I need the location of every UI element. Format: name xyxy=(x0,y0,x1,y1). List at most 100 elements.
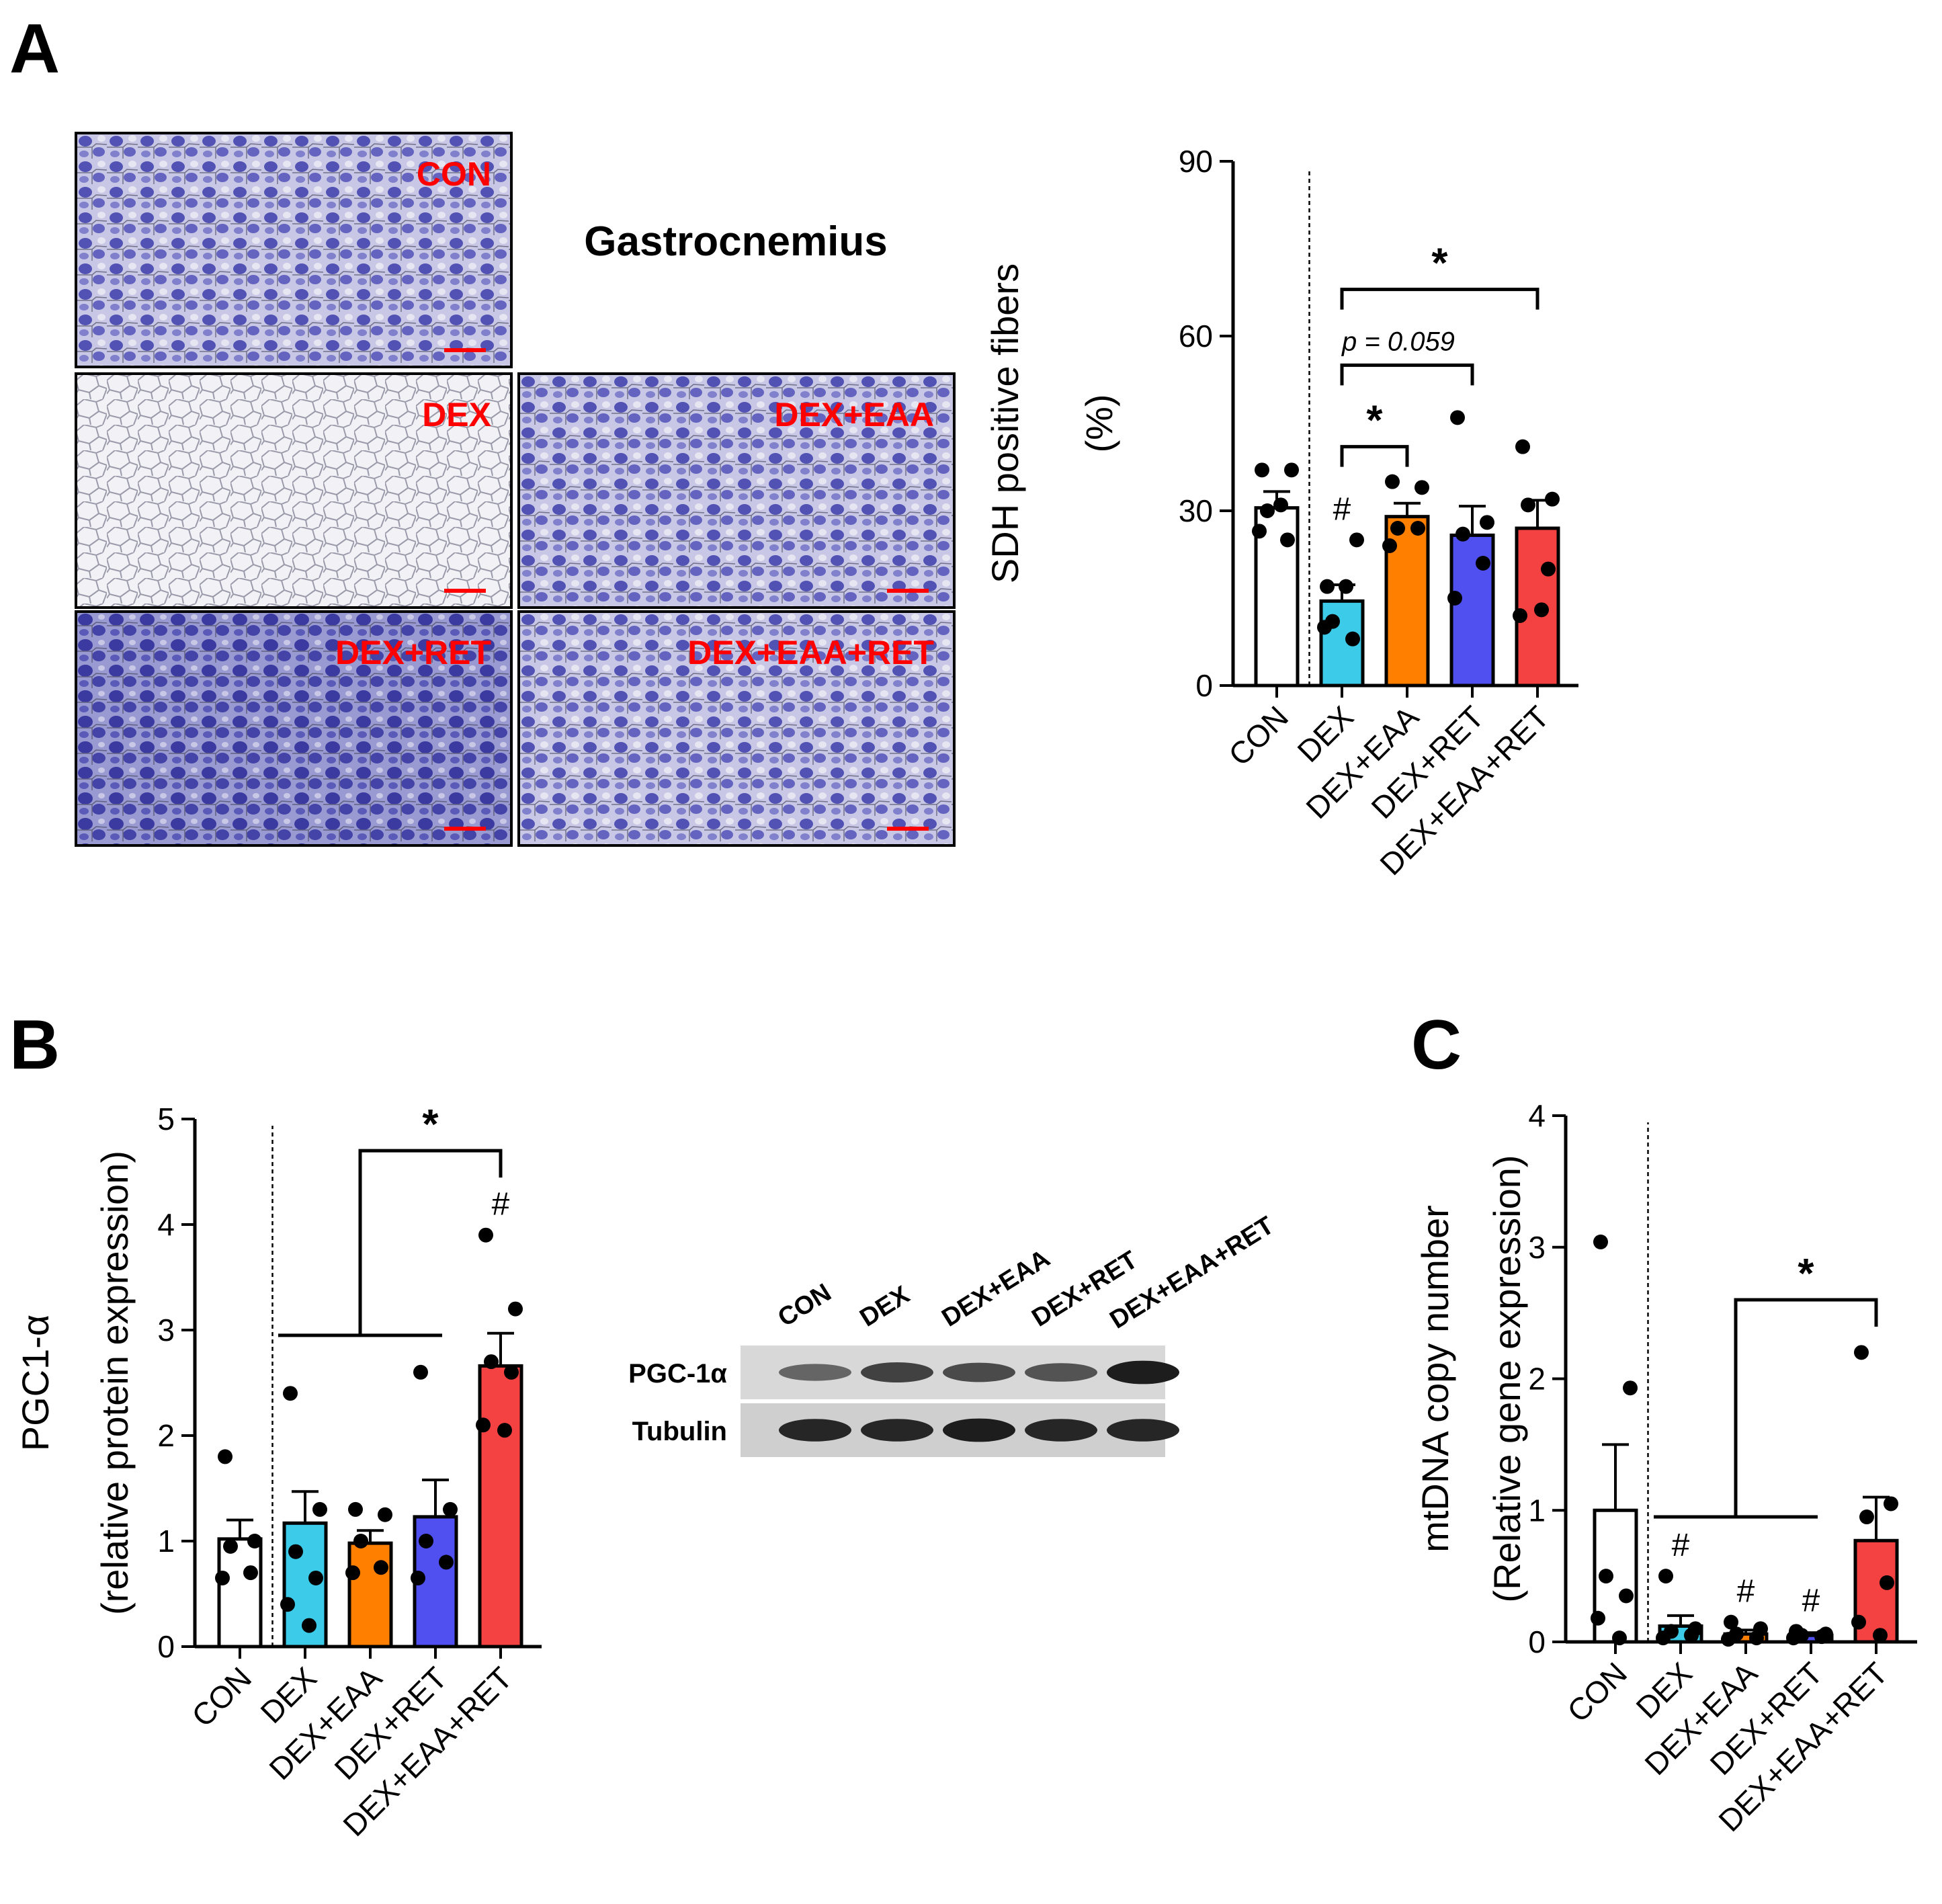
micrograph-title: Gastrocnemius xyxy=(584,218,887,265)
y-tick-label: 1 xyxy=(157,1524,175,1559)
data-point xyxy=(1447,591,1462,606)
data-point xyxy=(1382,538,1397,553)
y-axis-title: SDH positive fibers xyxy=(984,263,1026,583)
data-point xyxy=(439,1555,454,1570)
data-point xyxy=(497,1423,512,1438)
y-axis-title: mtDNA copy number xyxy=(1414,1205,1456,1553)
y-axis-title: (%) xyxy=(1078,394,1120,452)
y-tick-label: 0 xyxy=(157,1629,175,1664)
data-point xyxy=(308,1570,323,1585)
data-point xyxy=(1390,521,1405,536)
data-point xyxy=(1851,1614,1866,1630)
panel-letter-c: C xyxy=(1411,1006,1462,1084)
significance-label: p = 0.059 xyxy=(1341,327,1455,356)
y-tick-label: 30 xyxy=(1179,493,1213,528)
micrograph-label: DEX xyxy=(422,396,491,433)
micrograph-image xyxy=(75,132,513,368)
data-point xyxy=(1541,561,1556,577)
data-point xyxy=(1873,1628,1888,1643)
western-blot: CON DEX DEX+EAA DEX+RET DEX+EAA+RET PGC-… xyxy=(628,1211,1279,1457)
x-category-label: CON xyxy=(1222,699,1295,772)
chart-c: 0 1 2 3 4 mtDNA copy number (Relative gene exp… xyxy=(1414,1098,1917,1838)
x-category-label: CON xyxy=(185,1660,258,1733)
micrograph-dex-eaa: DEX+EAA xyxy=(517,372,956,609)
y-tick-label: 1 xyxy=(1528,1493,1546,1528)
data-point xyxy=(1284,462,1299,478)
data-point xyxy=(1450,410,1465,425)
data-point xyxy=(476,1417,491,1433)
y-tick-label: 3 xyxy=(157,1313,175,1348)
data-point xyxy=(508,1301,523,1317)
significance-label: * xyxy=(1798,1251,1814,1297)
y-tick-label: 4 xyxy=(1528,1098,1546,1133)
data-point xyxy=(312,1501,327,1517)
data-point xyxy=(1480,515,1494,530)
significance-label: * xyxy=(1431,241,1448,287)
hash-marker: # xyxy=(1737,1574,1755,1610)
data-point xyxy=(443,1501,458,1517)
significance-bracket xyxy=(1340,288,1539,310)
blot-row-label: PGC-1α xyxy=(628,1359,727,1389)
y-tick-label: 2 xyxy=(157,1418,175,1453)
data-point xyxy=(345,1565,360,1581)
y-tick-label: 3 xyxy=(1528,1230,1546,1265)
micrograph-image xyxy=(75,610,513,847)
data-point xyxy=(1317,620,1332,635)
blot-band xyxy=(943,1362,1015,1382)
data-point xyxy=(1854,1345,1869,1360)
group-bracket-arm xyxy=(358,1149,503,1335)
scale-bar xyxy=(444,827,486,831)
blot-band xyxy=(861,1362,933,1382)
bar xyxy=(347,1541,393,1649)
data-point xyxy=(353,1534,368,1548)
scale-bar xyxy=(444,589,486,593)
chart-b: 0 1 2 3 4 5 PGC1-α (relative protein expression… xyxy=(14,1102,542,1843)
data-point xyxy=(374,1560,388,1575)
micrograph-dex-eaa-ret: DEX+EAA+RET xyxy=(517,610,956,847)
hash-marker: # xyxy=(1672,1528,1690,1563)
data-point xyxy=(1593,1234,1608,1249)
data-point xyxy=(1684,1628,1699,1643)
data-point xyxy=(1534,602,1549,618)
data-point xyxy=(1255,462,1269,478)
data-point xyxy=(218,1449,233,1464)
data-point xyxy=(1455,526,1470,542)
data-point xyxy=(1339,579,1353,594)
micrograph-label: DEX+RET xyxy=(335,634,491,671)
micrograph-image xyxy=(517,372,956,609)
data-point xyxy=(348,1501,363,1517)
panel-letter-a: A xyxy=(9,10,60,88)
data-point xyxy=(419,1534,433,1548)
hash-marker: # xyxy=(1333,491,1351,527)
data-point xyxy=(1252,524,1267,539)
micrograph-dex-ret: DEX+RET xyxy=(75,610,513,847)
scale-bar xyxy=(444,348,486,352)
significance-bracket xyxy=(1340,363,1474,386)
data-point xyxy=(280,1597,295,1612)
blot-lane-label: CON xyxy=(773,1278,837,1332)
data-point xyxy=(302,1618,316,1633)
significance-label: * xyxy=(1366,398,1383,444)
blot-band xyxy=(779,1419,851,1442)
blot-band xyxy=(779,1364,851,1381)
data-point xyxy=(223,1538,238,1554)
y-tick-label: 0 xyxy=(1195,668,1213,703)
data-point xyxy=(484,1354,499,1370)
bar xyxy=(478,1364,523,1649)
bar xyxy=(1319,599,1365,688)
blot-band xyxy=(943,1418,1015,1442)
data-point xyxy=(1513,608,1527,623)
data-point xyxy=(1320,579,1335,594)
hash-marker: # xyxy=(1802,1583,1820,1618)
data-point xyxy=(1786,1630,1801,1646)
data-point xyxy=(1599,1569,1613,1584)
data-point xyxy=(1724,1614,1738,1630)
data-point xyxy=(1260,503,1275,518)
panel-letter-b: B xyxy=(9,1006,60,1084)
data-point xyxy=(1859,1509,1874,1525)
blot-band xyxy=(1025,1419,1097,1442)
y-axis-title: (Relative gene expression) xyxy=(1486,1155,1528,1602)
micrograph-image xyxy=(75,372,513,609)
